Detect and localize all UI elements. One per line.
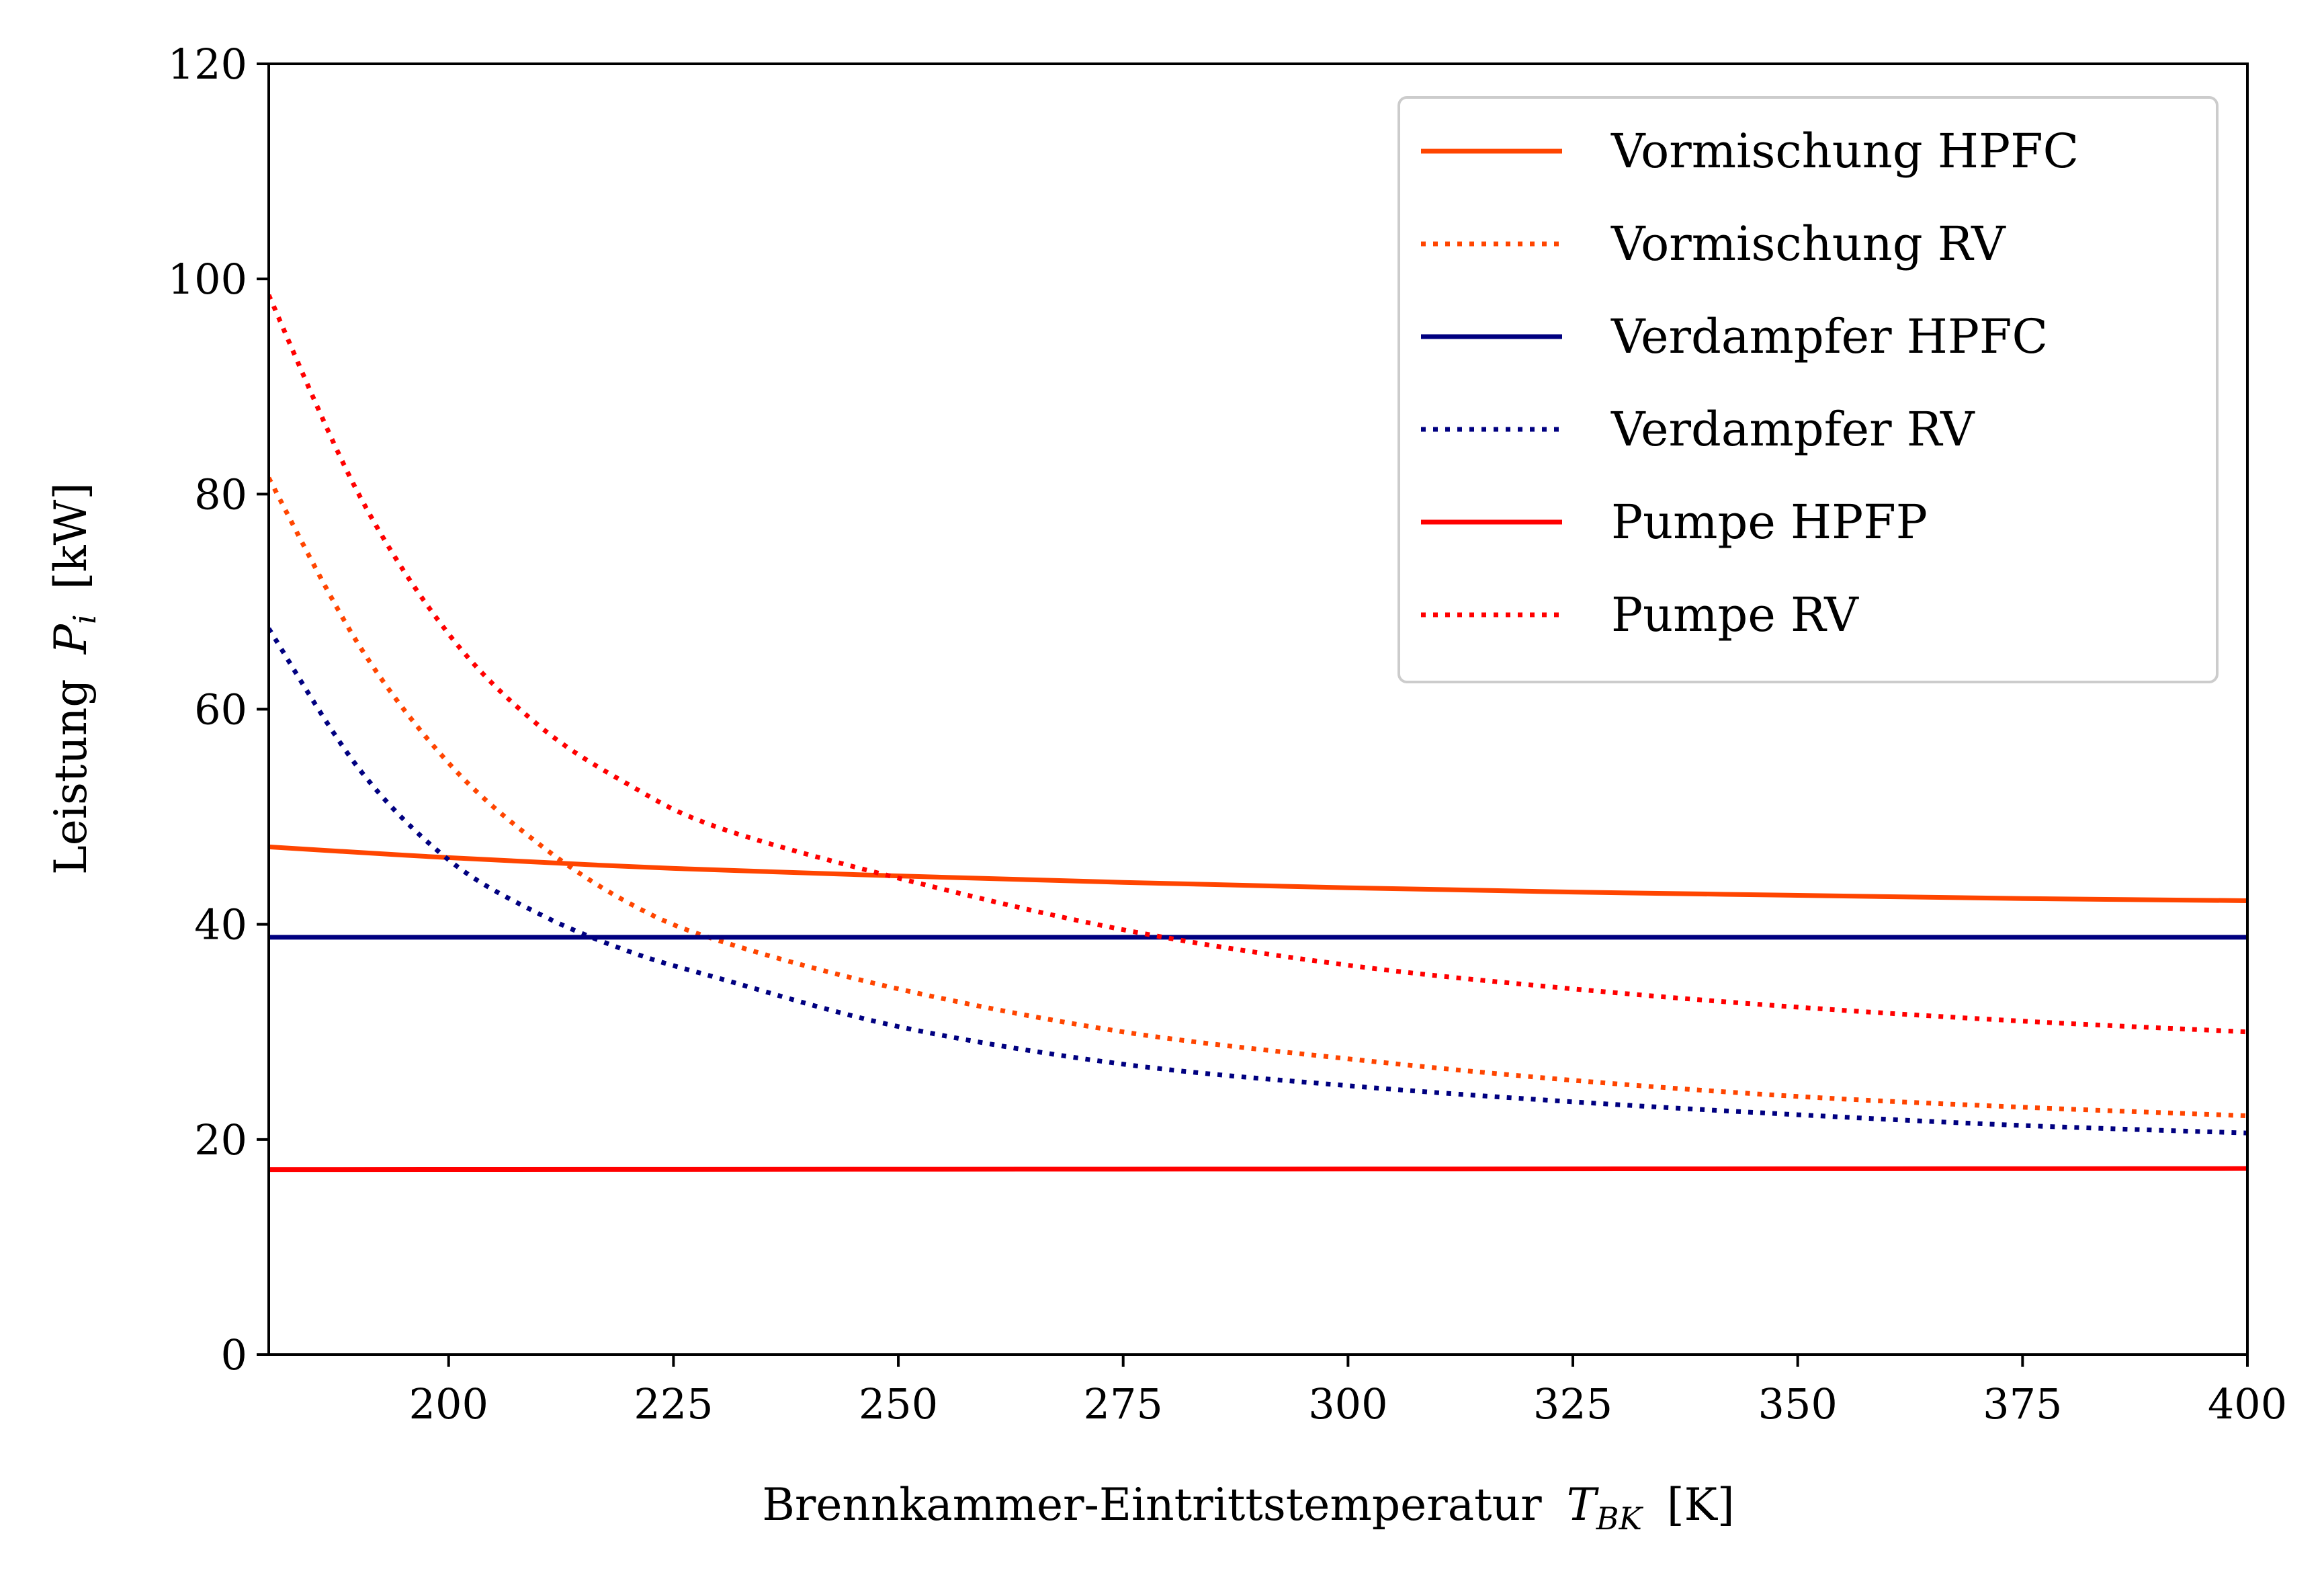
x-tick-label: 250 (859, 1379, 938, 1429)
legend-item-verdampfer-rv: Verdampfer RV (1421, 402, 1975, 457)
series-line-pumpe-hpfp (269, 1166, 2247, 1173)
ticks-layer: 200 225 250 275 300 325 350 375 400 0 20 40 60 80 100 1… (168, 40, 2288, 1429)
legend-box (1397, 96, 2219, 683)
x-axis-subscript: BK (1596, 1500, 1644, 1537)
y-tick-label: 100 (168, 255, 247, 304)
y-axis-subscript: i (67, 614, 103, 624)
legend: Vormischung HPFC Vormischung RV Verdampfer… (1397, 96, 2219, 683)
y-axis-unit: [kW] (45, 482, 97, 589)
y-axis-label: Leistung Pi [kW] (45, 482, 106, 875)
series-line-verdampfer-rv (269, 627, 2247, 1136)
x-tick-label: 275 (1084, 1379, 1163, 1429)
y-tick-label: 40 (194, 900, 247, 949)
x-axis-label-text: Brennkammer-Eintrittstemperatur (762, 1479, 1542, 1531)
legend-label: Vormischung RV (1610, 216, 2006, 271)
legend-label: Pumpe RV (1611, 587, 1859, 642)
x-tick-label: 350 (1758, 1379, 1838, 1429)
y-tick-label: 60 (194, 685, 247, 734)
x-axis-symbol: T (1567, 1479, 1600, 1531)
legend-item-vormischung-hpfc: Vormischung HPFC (1421, 124, 2079, 179)
legend-item-pumpe-rv: Pumpe RV (1421, 587, 1859, 642)
series-layer (269, 294, 2247, 1173)
x-tick-label: 325 (1533, 1379, 1612, 1429)
series-line-vormischung-hpfc (269, 844, 2247, 903)
legend-label: Verdampfer HPFC (1610, 309, 2048, 364)
x-axis-label: Brennkammer-Eintrittstemperatur TBK [K] (762, 1479, 1734, 1540)
x-axis-unit: [K] (1667, 1479, 1735, 1531)
y-tick-label: 20 (194, 1115, 247, 1164)
y-axis-symbol: P (45, 623, 97, 654)
legend-item-verdampfer-hpfc: Verdampfer HPFC (1421, 309, 2048, 364)
x-tick-label: 200 (409, 1379, 488, 1429)
x-tick-label: 225 (634, 1379, 713, 1429)
y-axis-label-text: Leistung (45, 679, 97, 875)
x-tick-label: 300 (1308, 1379, 1387, 1429)
y-tick-label: 80 (194, 470, 247, 519)
y-tick-label: 120 (168, 40, 247, 89)
legend-item-vormischung-rv: Vormischung RV (1421, 216, 2006, 271)
legend-label: Pumpe HPFP (1611, 495, 1928, 550)
x-tick-label: 400 (2208, 1379, 2287, 1429)
x-tick-label: 375 (1983, 1379, 2062, 1429)
legend-label: Verdampfer RV (1610, 402, 1975, 457)
y-tick-label: 0 (221, 1330, 247, 1379)
legend-label: Vormischung HPFC (1610, 124, 2079, 179)
legend-item-pumpe-hpfp: Pumpe HPFP (1421, 495, 1928, 550)
